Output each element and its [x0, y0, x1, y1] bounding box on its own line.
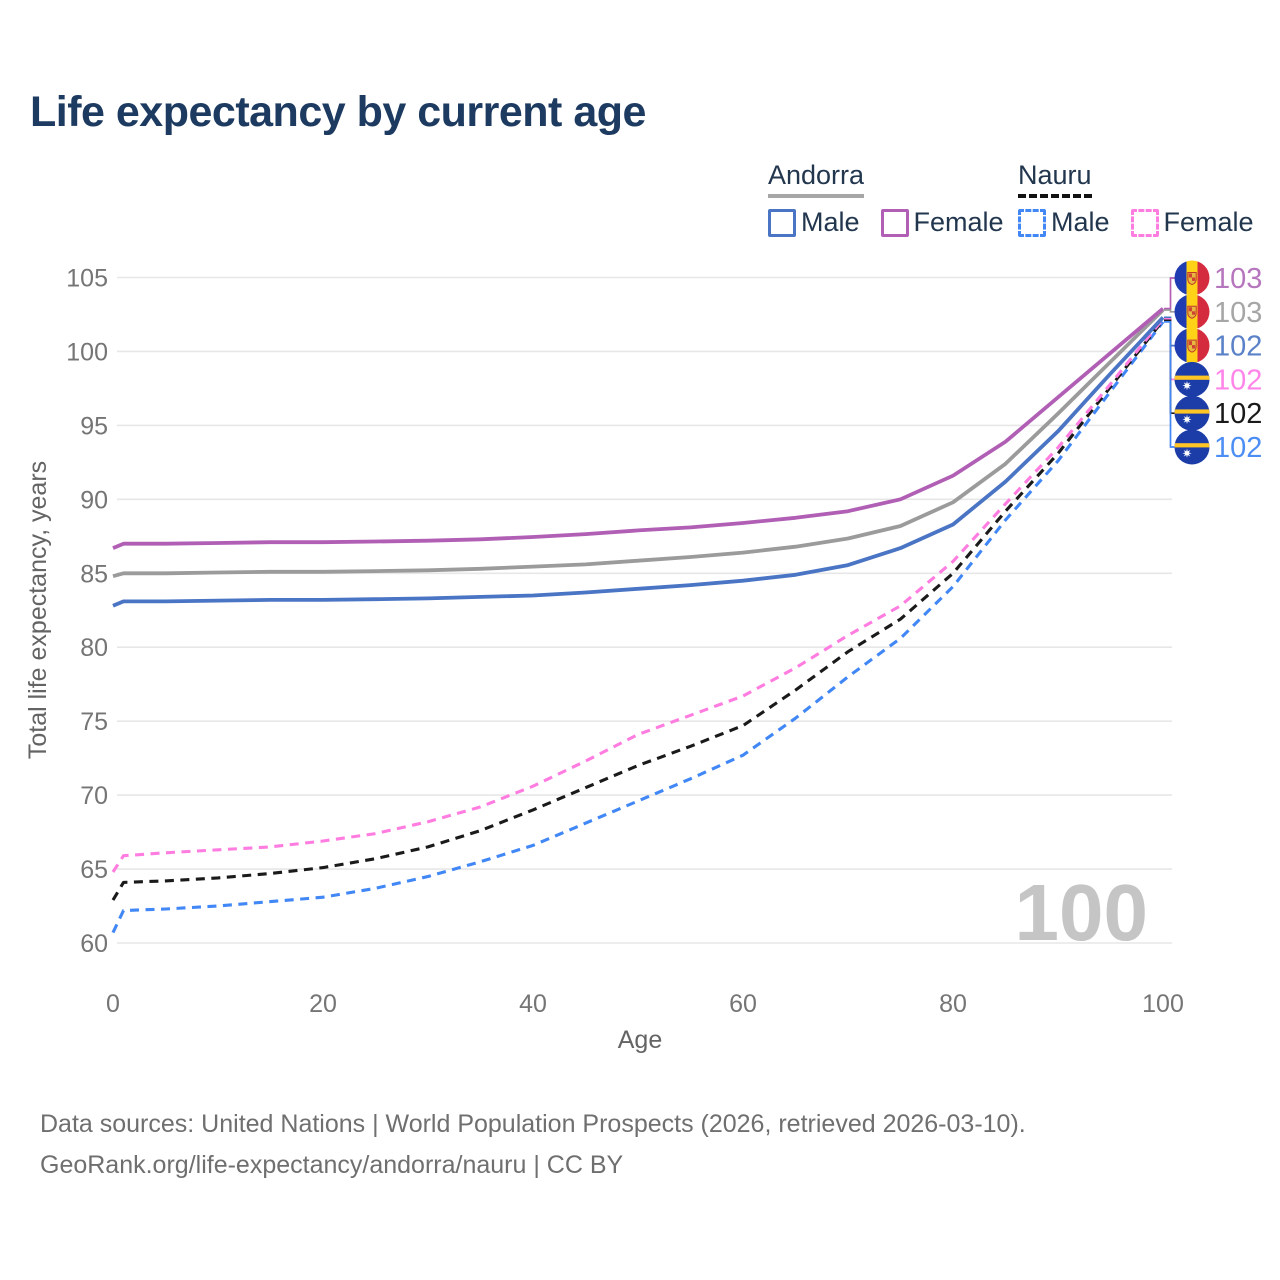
end-value-label: 102 [1214, 398, 1262, 430]
legend-country-andorra[interactable]: Andorra [768, 160, 865, 198]
dashed-swatch-icon [1130, 208, 1159, 237]
solid-swatch-icon [768, 208, 796, 237]
end-value-label: 102 [1214, 432, 1262, 464]
end-value-label: 103 [1214, 297, 1262, 329]
footer-attribution: GeoRank.org/life-expectancy/andorra/naur… [40, 1151, 624, 1179]
end-label-row-nauru-female: 102 [1174, 361, 1262, 397]
end-label-connector [1164, 309, 1176, 313]
y-tick-100: 100 [66, 338, 108, 366]
x-tick-80: 80 [939, 990, 967, 1018]
x-tick-60: 60 [729, 990, 757, 1018]
legend-item-label: Male [801, 207, 860, 237]
legend-group-nauru: Nauru Male Female [1018, 160, 1254, 238]
y-tick-75: 75 [80, 708, 108, 736]
x-tick-20: 20 [309, 990, 337, 1018]
legend-item-label: Female [913, 207, 1004, 237]
nauru-flag-icon [1174, 395, 1210, 431]
gridlines [117, 276, 1172, 944]
end-label-row-nauru-male: 102 [1174, 429, 1262, 465]
y-tick-95: 95 [80, 412, 108, 440]
series-line-andorra[interactable] [112, 308, 1165, 579]
series-line-nauru[interactable] [111, 319, 1165, 901]
y-tick-80: 80 [80, 634, 108, 662]
x-tick-0: 0 [106, 990, 120, 1018]
series-line-andorra-female[interactable] [112, 307, 1165, 550]
end-value-label: 103 [1214, 263, 1262, 295]
series-lines [111, 307, 1165, 934]
legend-item-nauru-male[interactable]: Male [1018, 207, 1110, 238]
y-tick-105: 105 [66, 265, 108, 293]
legend: Andorra Male Female Nauru Male Female [0, 160, 1280, 250]
age-watermark: 100 [1015, 868, 1148, 957]
legend-item-andorra-male[interactable]: Male [768, 207, 860, 238]
page-title: Life expectancy by current age [30, 88, 646, 136]
series-line-nauru-male[interactable] [111, 320, 1165, 934]
end-label-connector [1164, 277, 1176, 310]
legend-group-andorra: Andorra Male Female [768, 160, 1004, 238]
series-line-andorra-male[interactable] [112, 316, 1165, 608]
end-label-connector [1164, 321, 1176, 448]
end-label-row-andorra-male: 102 [1174, 328, 1262, 364]
y-tick-90: 90 [80, 486, 108, 514]
end-value-label: 102 [1214, 364, 1262, 396]
end-label-row-andorra-female: 103 [1174, 260, 1262, 296]
x-tick-100: 100 [1142, 990, 1184, 1018]
end-value-label: 102 [1214, 331, 1262, 363]
andorra-flag-icon [1174, 294, 1210, 330]
y-tick-60: 60 [80, 930, 108, 958]
axis-ticks: 60 65 70 75 80 85 90 95 100 105 0 20 40 60 80 100 [66, 265, 1184, 1019]
legend-country-nauru[interactable]: Nauru [1018, 160, 1092, 198]
y-tick-65: 65 [80, 856, 108, 884]
legend-item-nauru-female[interactable]: Female [1130, 207, 1254, 238]
end-label-row-nauru: 102 [1174, 395, 1262, 431]
y-axis-title: Total life expectancy, years [24, 461, 52, 759]
end-label-row-andorra: 103 [1174, 294, 1262, 330]
y-tick-85: 85 [80, 560, 108, 588]
x-tick-40: 40 [519, 990, 547, 1018]
andorra-flag-icon [1174, 328, 1210, 364]
nauru-flag-icon [1174, 429, 1210, 465]
nauru-flag-icon [1174, 361, 1210, 397]
series-line-nauru-female[interactable] [111, 317, 1165, 873]
legend-item-andorra-female[interactable]: Female [880, 207, 1004, 238]
andorra-flag-icon [1174, 260, 1210, 296]
solid-swatch-icon [880, 208, 909, 237]
footer: Data sources: United Nations | World Pop… [40, 1104, 1026, 1186]
x-axis-title: Age [618, 1026, 662, 1054]
footer-sources: Data sources: United Nations | World Pop… [40, 1110, 1026, 1138]
dashed-swatch-icon [1018, 208, 1046, 237]
y-tick-70: 70 [80, 782, 108, 810]
legend-item-label: Male [1051, 207, 1110, 237]
legend-item-label: Female [1163, 207, 1254, 237]
